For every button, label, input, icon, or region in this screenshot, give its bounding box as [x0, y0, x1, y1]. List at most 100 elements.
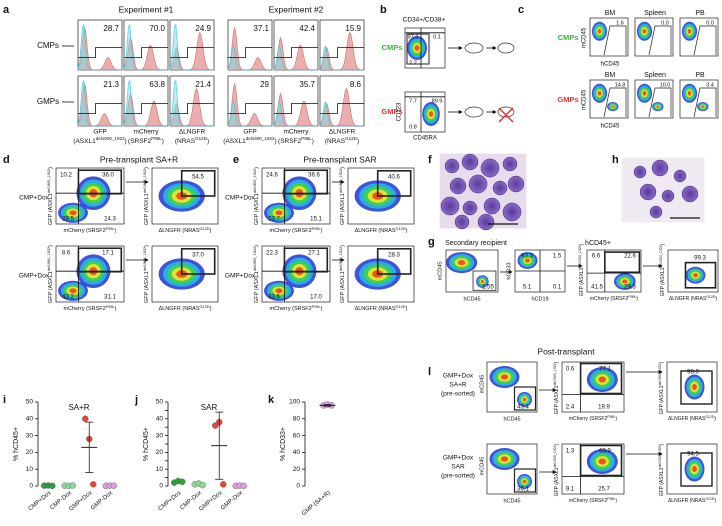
control-histogram: [273, 45, 318, 71]
row-label: SAR: [451, 464, 465, 471]
mouse-icon: [464, 106, 484, 118]
label-part: del1900_1922: [658, 363, 662, 385]
label: mCD45: [582, 27, 588, 48]
column-header: Spleen: [644, 72, 666, 79]
axis-label: ΔLNGFR (NRASG12D): [669, 295, 717, 302]
label: 22.3: [266, 251, 278, 257]
axis-label: mCherry: [134, 129, 160, 136]
label-part: P95L: [301, 136, 312, 141]
gate-line: [228, 103, 272, 114]
label: 63.9: [599, 449, 611, 455]
density: [500, 374, 509, 380]
cell: [468, 174, 488, 194]
label: 17.0: [310, 295, 322, 301]
label: 28.3: [388, 253, 400, 259]
density: [522, 397, 527, 402]
cell: [440, 196, 460, 216]
label: 36.1: [517, 487, 529, 493]
label: 43.4: [517, 405, 529, 411]
row-label: CMPs: [382, 43, 403, 52]
axis-label: (ASXL1del1900_1922): [223, 136, 276, 145]
density: [275, 210, 283, 216]
cell: [681, 185, 699, 203]
row-label: CMP+Dox: [19, 195, 50, 202]
chart-title: SA+R: [68, 403, 89, 412]
label-part: ): [115, 228, 117, 234]
density: [692, 384, 697, 390]
label: 15.1: [310, 217, 322, 223]
point: [110, 482, 117, 489]
cell: [661, 189, 675, 203]
cell: [502, 156, 518, 172]
control-histogram: [123, 79, 168, 127]
gate: [283, 247, 329, 273]
label: CD34+/CD38+: [403, 17, 446, 24]
label: hCD19: [531, 296, 548, 302]
axis-label: GFP (ASXL1del1900_1922): [578, 243, 585, 296]
label: mCD45: [479, 457, 485, 476]
percentage: 3.4: [706, 82, 714, 88]
label-part: ): [115, 306, 117, 312]
gate: [406, 33, 430, 65]
label-part: del1900_1922: [143, 247, 147, 271]
density: [500, 456, 509, 462]
label-part: mCherry (SRSF2: [590, 296, 629, 302]
percentage: 1.6: [616, 20, 624, 26]
y-tick-label: 40: [293, 449, 301, 456]
axis-label: ΔLNGFR: [179, 129, 206, 136]
gate-line: [78, 103, 122, 114]
percentage: 37.1: [253, 24, 269, 33]
row-label: (pre-sorted): [441, 473, 475, 480]
density: [69, 288, 77, 294]
density: [428, 111, 434, 117]
control-histogram: [319, 101, 364, 127]
y-tick-label: 40: [156, 416, 164, 423]
axis-label: mCherry (SRSF2P95L): [64, 305, 117, 312]
density: [622, 279, 628, 284]
label-part: ): [406, 306, 408, 312]
label: 25.7: [598, 487, 610, 493]
label: 89.9: [432, 98, 443, 104]
axis-label: GFP (ASXL1del1900_1922): [339, 245, 346, 303]
density: [275, 288, 283, 294]
axis-label: GFP (ASXL1del1900_1922): [253, 245, 260, 303]
y-tick-label: 60: [293, 432, 301, 439]
label: 0.8: [409, 124, 417, 130]
label-part: ): [615, 498, 617, 504]
label-part: ): [144, 245, 150, 247]
label: hCD45+: [585, 240, 611, 247]
row-label: GMPs: [557, 95, 578, 104]
axis-label: mCherry (SRSF2P95L): [270, 305, 323, 312]
label-part: ): [714, 498, 716, 504]
label-part: G12D: [705, 497, 715, 501]
label-part: ): [207, 138, 209, 145]
density: [693, 273, 698, 278]
label-part: ): [660, 243, 666, 245]
label-part: ΔLNGFR (NRAS: [669, 296, 707, 302]
label-part: G12D: [200, 305, 210, 309]
point: [240, 482, 247, 490]
axis-label: GFP: [93, 129, 106, 136]
panel-title: Experiment #2: [269, 4, 324, 14]
label-part: GFP (ASXL1: [579, 267, 585, 296]
label-part: mCherry (SRSF2: [270, 306, 312, 312]
label-part: del1900_1922: [553, 445, 557, 467]
cell: [454, 214, 470, 230]
point: [90, 481, 97, 488]
axis-label: ΔLNGFR (NRASG12D): [355, 305, 408, 312]
axis-label: (NRASG12D): [175, 136, 209, 145]
axis-label: GFP (ASXL1del1900_1922): [143, 245, 150, 303]
control-histogram: [227, 101, 272, 127]
mouse-icon: [497, 42, 515, 54]
point: [220, 481, 227, 488]
panel-letter: g: [428, 236, 435, 248]
label-part: GFP (ASXL1: [340, 271, 346, 303]
row-label: CMPs: [37, 41, 59, 50]
label-part: del1900_1922: [553, 363, 557, 385]
axis-label: ΔLNGFR (NRASG12D): [159, 227, 212, 234]
label-part: ): [340, 167, 346, 169]
cell: [649, 205, 663, 219]
label-part: P95L: [312, 227, 322, 231]
panel-letter: b: [380, 4, 387, 16]
label-part: del1900_1922: [47, 169, 51, 193]
